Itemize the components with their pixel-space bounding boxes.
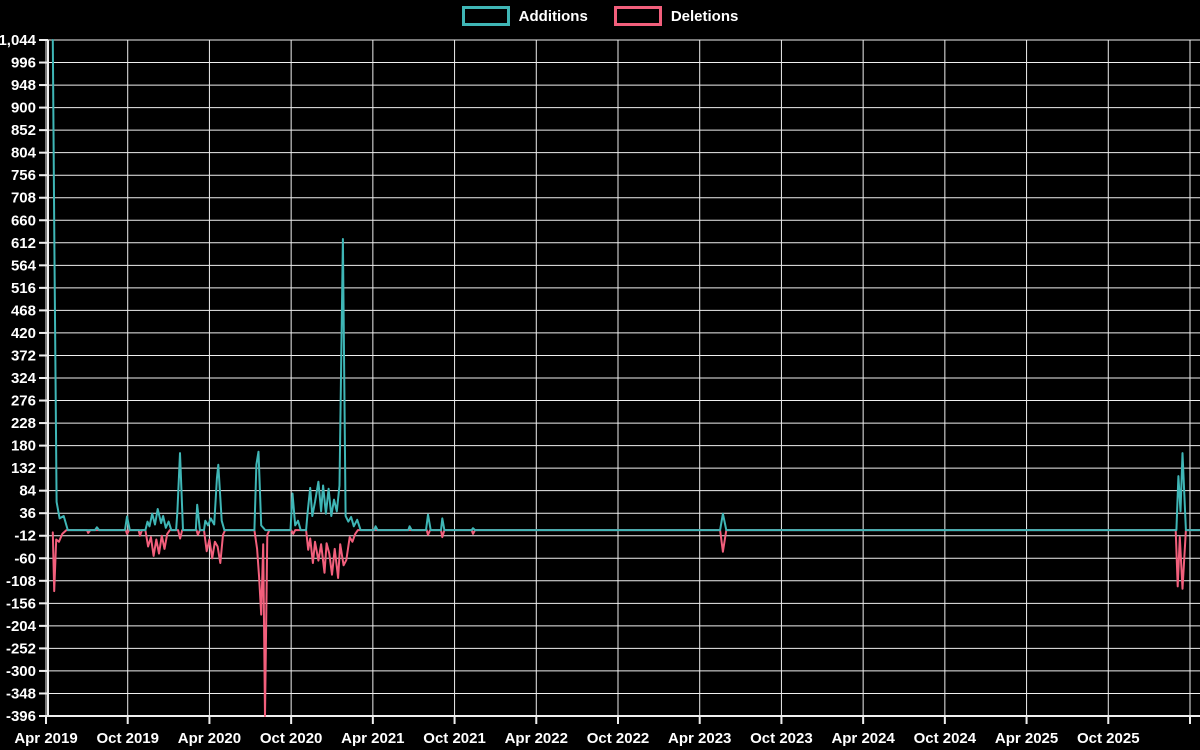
x-tick-label: Oct 2025 xyxy=(1077,730,1140,747)
additions-series-line xyxy=(51,39,1200,532)
x-tick-label: Oct 2020 xyxy=(260,730,323,747)
legend-item-additions[interactable]: Additions xyxy=(461,6,588,26)
y-tick-label: -60 xyxy=(14,550,36,567)
additions-legend-label: Additions xyxy=(518,7,588,25)
y-tick-label: 564 xyxy=(11,257,37,274)
y-tick-label: 948 xyxy=(11,77,36,94)
deletions-swatch-icon xyxy=(613,6,662,26)
y-tick-label: 612 xyxy=(11,235,36,252)
y-tick-label: -204 xyxy=(6,618,37,635)
y-tick-label: 372 xyxy=(11,347,36,364)
x-tick-label: Apr 2024 xyxy=(831,730,895,747)
y-tick-label: -156 xyxy=(6,595,36,612)
x-tick-label: Apr 2023 xyxy=(668,730,731,747)
x-tick-label: Oct 2021 xyxy=(423,730,486,747)
x-tick-label: Oct 2019 xyxy=(96,730,159,747)
y-tick-label: 900 xyxy=(11,100,36,117)
y-tick-label: 996 xyxy=(11,55,36,72)
y-tick-label: -12 xyxy=(14,528,36,545)
y-tick-label: 708 xyxy=(11,190,36,207)
x-tick-label: Apr 2019 xyxy=(14,730,77,747)
additions-swatch-icon xyxy=(461,6,510,26)
y-tick-label: 660 xyxy=(11,212,36,229)
y-tick-label: -252 xyxy=(6,640,36,657)
y-tick-label: 36 xyxy=(19,505,36,522)
y-tick-label: 420 xyxy=(11,325,36,342)
y-tick-label: 1,044 xyxy=(0,32,37,49)
x-tick-label: Oct 2022 xyxy=(587,730,650,747)
y-tick-label: -396 xyxy=(6,708,36,725)
y-tick-label: 276 xyxy=(11,393,36,410)
x-tick-label: Apr 2022 xyxy=(505,730,568,747)
y-tick-label: 132 xyxy=(11,460,36,477)
legend-item-deletions[interactable]: Deletions xyxy=(613,6,739,26)
y-tick-label: 516 xyxy=(11,280,36,297)
x-tick-label: Oct 2024 xyxy=(914,730,977,747)
y-tick-label: -348 xyxy=(6,685,36,702)
y-tick-label: 804 xyxy=(11,145,37,162)
y-tick-label: 756 xyxy=(11,167,36,184)
y-tick-label: 228 xyxy=(11,415,36,432)
y-tick-label: 180 xyxy=(11,438,36,455)
x-tick-label: Apr 2020 xyxy=(178,730,241,747)
x-tick-label: Oct 2023 xyxy=(750,730,813,747)
deletions-legend-label: Deletions xyxy=(670,7,739,25)
y-tick-label: -300 xyxy=(6,663,36,680)
y-tick-label: 852 xyxy=(11,122,36,139)
x-tick-label: Apr 2025 xyxy=(995,730,1058,747)
y-tick-label: 468 xyxy=(11,302,36,319)
y-tick-label: 324 xyxy=(11,370,37,387)
x-tick-label: Apr 2021 xyxy=(341,730,404,747)
y-tick-label: 84 xyxy=(19,483,36,500)
y-tick-label: -108 xyxy=(6,573,36,590)
chart-legend: Additions Deletions xyxy=(0,6,1200,26)
